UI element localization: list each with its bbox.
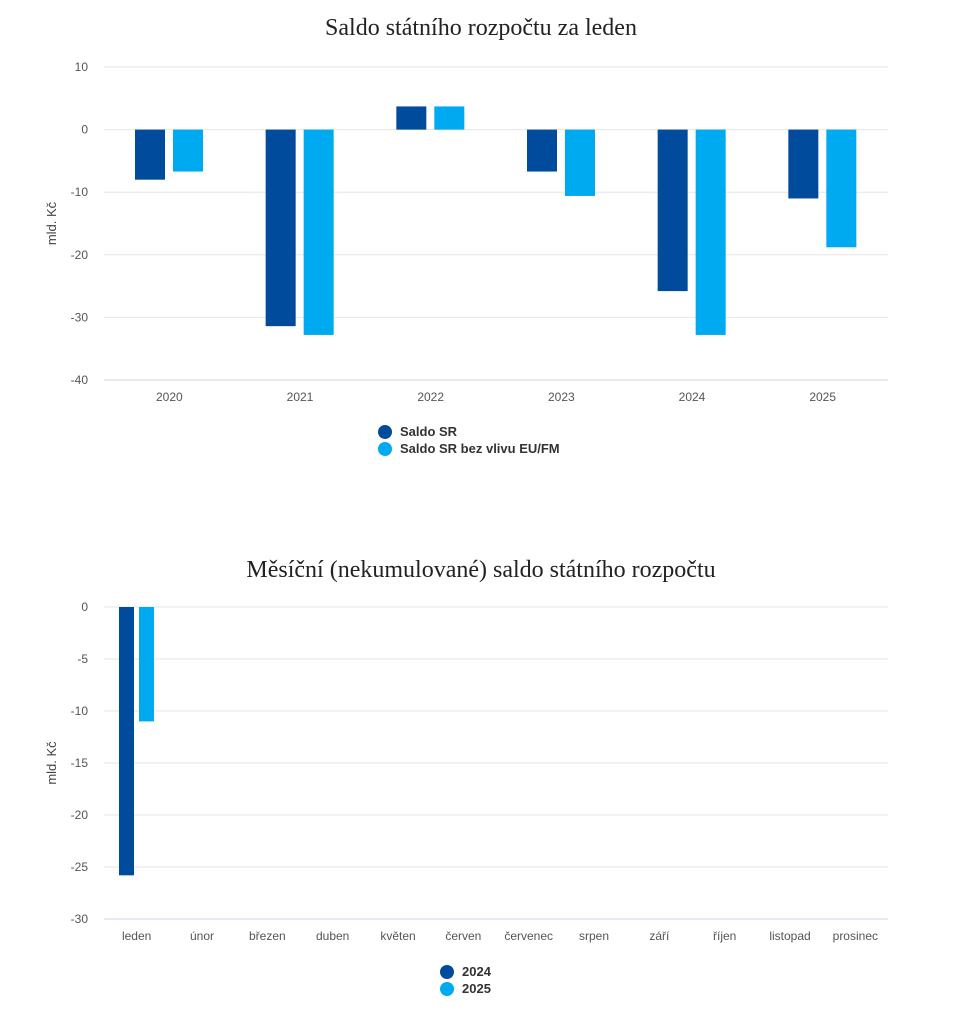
x-tick-label: 2022	[417, 390, 444, 404]
legend-marker-icon	[440, 981, 454, 996]
legend-label: 2025	[462, 981, 491, 996]
x-tick-label: 2023	[548, 390, 575, 404]
bar-2020-series-2[interactable]	[173, 129, 203, 172]
bar-2021-series-2[interactable]	[303, 129, 334, 335]
y-axis-label: mld. Kč	[44, 741, 59, 785]
bar-2025-series-1[interactable]	[788, 129, 819, 199]
legend-item-series-1[interactable]: Saldo SR	[378, 423, 560, 440]
x-tick-label: listopad	[769, 929, 810, 943]
y-tick-label: 0	[81, 600, 88, 614]
bar-2022-series-1[interactable]	[396, 106, 427, 130]
legend-item-series-1[interactable]: 2024	[440, 963, 491, 980]
x-tick-label: 2020	[156, 390, 183, 404]
bar-2024-series-1[interactable]	[657, 129, 688, 292]
chart-legend: Saldo SR Saldo SR bez vlivu EU/FM	[378, 423, 560, 457]
bar-2022-series-2[interactable]	[434, 106, 465, 130]
legend-item-series-2[interactable]: Saldo SR bez vlivu EU/FM	[378, 440, 560, 457]
chart-plot-area: 0 -5 -10 -15 -20 -25 -30 mld. Kč leden únor březen…	[44, 600, 888, 943]
legend-marker-icon	[378, 441, 392, 456]
bar-2020-series-1[interactable]	[135, 129, 165, 180]
x-tick-label: 2025	[809, 390, 836, 404]
y-tick-label: -10	[71, 704, 89, 718]
chart-january-balance: Saldo státního rozpočtu za leden 10 0 -10 -…	[0, 0, 962, 470]
legend-item-series-2[interactable]: 2025	[440, 980, 491, 997]
bar-2025-series-2[interactable]	[826, 129, 857, 248]
bar-2021-series-1[interactable]	[265, 129, 296, 327]
x-tick-label: červenec	[504, 929, 553, 943]
bar-leden-series-2[interactable]	[139, 607, 154, 722]
y-tick-label: -15	[71, 756, 89, 770]
chart-legend: 2024 2025	[440, 963, 491, 997]
y-tick-label: -40	[71, 373, 89, 387]
x-tick-label: září	[649, 929, 670, 943]
y-axis-label: mld. Kč	[44, 201, 59, 245]
y-tick-label: -30	[71, 912, 89, 926]
x-tick-label: květen	[380, 929, 415, 943]
y-tick-label: -5	[77, 652, 88, 666]
legend-label: Saldo SR bez vlivu EU/FM	[400, 441, 560, 456]
x-tick-label: srpen	[579, 929, 609, 943]
x-tick-label: únor	[190, 929, 214, 943]
legend-marker-icon	[440, 964, 454, 979]
y-tick-label: -25	[71, 860, 89, 874]
chart-plot-area: 10 0 -10 -20 -30 -40 mld. Kč 2020 2021 2022 2023 20…	[44, 60, 888, 404]
chart-title: Měsíční (nekumulované) saldo státního ro…	[246, 557, 716, 583]
bar-2023-series-2[interactable]	[565, 129, 595, 196]
bar-2023-series-1[interactable]	[527, 129, 557, 172]
legend-label: Saldo SR	[400, 424, 458, 439]
bar-2024-series-2[interactable]	[695, 129, 726, 335]
x-tick-label: říjen	[713, 929, 736, 943]
y-tick-label: -30	[71, 310, 89, 324]
x-tick-label: březen	[249, 929, 286, 943]
legend-marker-icon	[378, 424, 392, 439]
x-tick-label: 2021	[287, 390, 314, 404]
chart-title: Saldo státního rozpočtu za leden	[325, 15, 637, 41]
x-tick-label: duben	[316, 929, 349, 943]
legend-label: 2024	[462, 964, 491, 979]
x-tick-label: červen	[445, 929, 481, 943]
y-tick-label: -20	[71, 248, 89, 262]
y-tick-label: 10	[75, 60, 89, 74]
y-tick-label: 0	[81, 123, 88, 137]
chart-monthly-balance: Měsíční (nekumulované) saldo státního ro…	[0, 545, 962, 1015]
x-tick-label: prosinec	[833, 929, 878, 943]
y-tick-label: -20	[71, 808, 89, 822]
x-tick-label: 2024	[679, 390, 706, 404]
y-tick-label: -10	[71, 185, 89, 199]
x-tick-label: leden	[122, 929, 151, 943]
bar-leden-series-1[interactable]	[119, 607, 134, 876]
